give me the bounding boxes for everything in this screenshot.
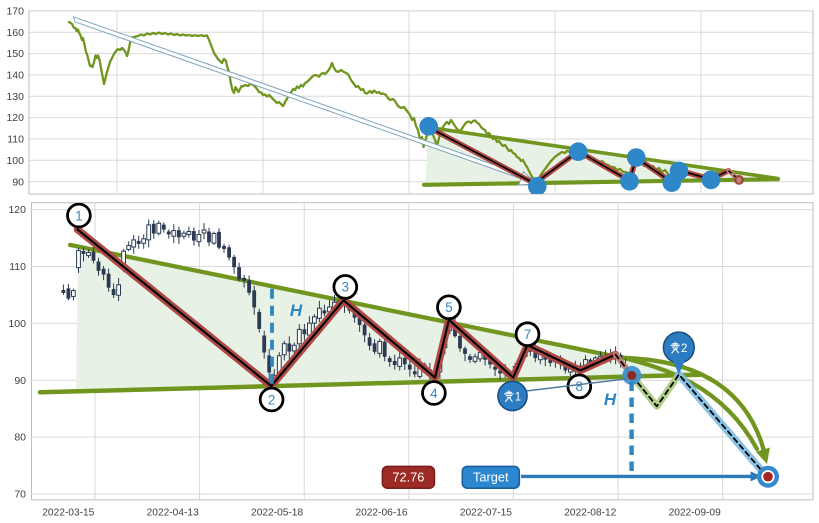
svg-text:100: 100 [8,318,26,330]
svg-text:160: 160 [6,27,24,39]
svg-text:90: 90 [14,375,26,387]
svg-text:80: 80 [14,432,26,444]
svg-text:1: 1 [75,208,83,223]
svg-text:1: 1 [515,391,521,403]
svg-text:120: 120 [8,204,26,216]
svg-text:2022-05-18: 2022-05-18 [251,508,303,519]
svg-text:170: 170 [6,6,24,18]
svg-text:2022-03-15: 2022-03-15 [42,508,94,519]
svg-text:70: 70 [14,489,26,501]
svg-text:5: 5 [445,300,453,315]
svg-text:2022-07-15: 2022-07-15 [460,508,512,519]
svg-text:110: 110 [9,261,26,273]
svg-text:110: 110 [7,134,24,146]
svg-text:Target: Target [473,469,509,484]
svg-text:3: 3 [342,280,350,295]
svg-text:H: H [604,390,617,409]
svg-text:130: 130 [6,91,24,103]
svg-text:2022-04-13: 2022-04-13 [147,508,199,519]
svg-text:2022-08-12: 2022-08-12 [564,508,616,519]
svg-text:90: 90 [12,176,24,188]
svg-text:100: 100 [6,155,24,167]
svg-text:H: H [290,301,303,320]
svg-text:2: 2 [681,343,687,355]
svg-text:2022-06-16: 2022-06-16 [355,508,407,519]
svg-text:4: 4 [430,386,438,401]
svg-text:8: 8 [576,379,584,394]
svg-text:140: 140 [6,70,24,82]
svg-text:72.76: 72.76 [392,469,424,484]
svg-text:150: 150 [6,48,24,60]
svg-text:2022-09-09: 2022-09-09 [669,508,721,519]
svg-text:7: 7 [524,327,532,342]
svg-text:120: 120 [6,112,24,124]
svg-text:2: 2 [268,392,276,407]
